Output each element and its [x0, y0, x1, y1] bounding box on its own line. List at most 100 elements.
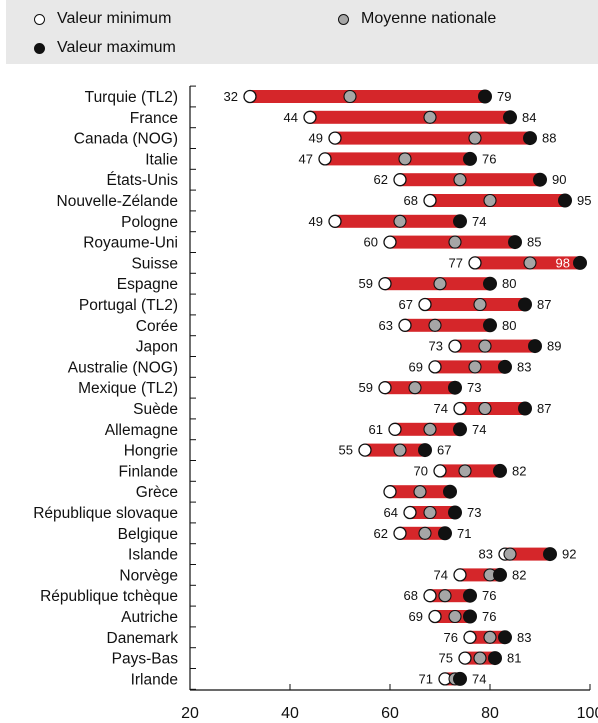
min-point	[383, 485, 397, 499]
max-point	[478, 89, 492, 104]
country-label: Australie (NOG)	[68, 359, 178, 376]
min-point	[328, 214, 342, 228]
min-value-label: 60	[364, 235, 378, 250]
max-point	[558, 193, 572, 208]
max-value-label: 83	[517, 630, 531, 645]
max-point	[463, 609, 477, 624]
max-point	[543, 547, 557, 562]
max-point	[493, 463, 507, 478]
range-bar	[460, 402, 525, 415]
max-value-label: 73	[467, 505, 481, 520]
min-value-label: 73	[429, 339, 443, 354]
max-point	[573, 255, 587, 270]
avg-point	[503, 547, 517, 561]
min-value-label: 59	[359, 380, 373, 395]
max-value-label: 80	[502, 318, 516, 333]
min-point	[433, 464, 447, 478]
country-label: Pays-Bas	[112, 651, 179, 668]
min-value-label: 49	[309, 131, 323, 146]
min-point	[403, 505, 417, 520]
avg-point	[423, 110, 437, 124]
max-point	[463, 588, 477, 603]
avg-point	[483, 193, 497, 208]
range-bar	[455, 339, 535, 353]
min-point	[388, 422, 402, 436]
avg-point	[418, 526, 432, 540]
max-value-label: 84	[522, 110, 536, 125]
min-value-label: 64	[384, 505, 398, 520]
country-label: République slovaque	[33, 505, 178, 522]
min-point	[423, 589, 437, 603]
max-value-label: 83	[517, 359, 531, 374]
country-label: Norvège	[119, 567, 178, 584]
min-point	[468, 256, 482, 270]
max-point	[453, 422, 467, 437]
max-point	[523, 131, 537, 146]
min-value-label: 69	[409, 609, 423, 624]
country-label: Japon	[136, 339, 178, 356]
range-bar	[325, 152, 470, 166]
country-label: Autriche	[121, 609, 178, 626]
avg-point	[483, 630, 497, 644]
country-label: Turquie (TL2)	[85, 89, 178, 106]
min-point	[303, 110, 317, 124]
avg-point	[478, 339, 492, 353]
max-value-label: 71	[457, 526, 471, 541]
max-value-label: 74	[472, 422, 486, 437]
country-label: États-Unis	[107, 172, 179, 189]
max-point	[443, 484, 457, 499]
max-point	[518, 401, 532, 416]
country-label: Corée	[136, 318, 178, 335]
max-value-label: 89	[547, 339, 561, 354]
max-value-label: 98	[556, 255, 570, 270]
range-bar	[250, 90, 485, 103]
country-label: Finlande	[119, 463, 178, 480]
min-value-label: 55	[339, 443, 353, 458]
max-point	[448, 380, 462, 395]
country-label: Suisse	[131, 255, 178, 272]
min-point	[383, 235, 397, 249]
max-point	[528, 339, 542, 354]
country-label: Islande	[128, 547, 178, 564]
avg-point	[438, 589, 452, 603]
max-point	[453, 214, 467, 229]
avg-point	[473, 297, 487, 312]
max-value-label: 73	[467, 380, 481, 395]
max-point	[493, 567, 507, 582]
max-point	[448, 505, 462, 520]
max-value-label: 82	[512, 567, 526, 582]
range-bar	[405, 318, 490, 332]
country-label: Danemark	[107, 630, 179, 647]
max-value-label: 74	[472, 671, 486, 686]
max-point	[503, 110, 517, 125]
avg-marker-icon	[338, 13, 349, 25]
avg-point	[448, 235, 462, 249]
min-value-label: 71	[419, 671, 433, 686]
avg-point	[448, 609, 462, 624]
min-value-label: 62	[374, 172, 388, 187]
max-value-label: 74	[472, 214, 486, 229]
max-value-label: 87	[537, 297, 551, 312]
country-label: Nouvelle-Zélande	[57, 193, 179, 210]
x-tick-label: 80	[481, 705, 499, 722]
max-point	[518, 297, 532, 312]
max-point	[508, 235, 522, 250]
max-point	[483, 276, 497, 291]
max-point	[463, 151, 477, 166]
country-label: Pologne	[121, 214, 178, 231]
country-label: République tchèque	[40, 588, 178, 605]
min-point	[393, 173, 407, 187]
min-value-label: 74	[434, 401, 448, 416]
min-value-label: 69	[409, 359, 423, 374]
min-value-label: 74	[434, 567, 448, 582]
avg-point	[423, 505, 437, 520]
min-marker-icon	[34, 13, 45, 25]
avg-point	[523, 256, 537, 270]
avg-point	[413, 485, 427, 499]
max-value-label: 90	[552, 172, 566, 187]
avg-point	[423, 422, 437, 436]
x-tick-label: 20	[181, 705, 199, 722]
legend-min-label: Valeur minimum	[57, 10, 172, 27]
country-label: Belgique	[118, 526, 178, 543]
